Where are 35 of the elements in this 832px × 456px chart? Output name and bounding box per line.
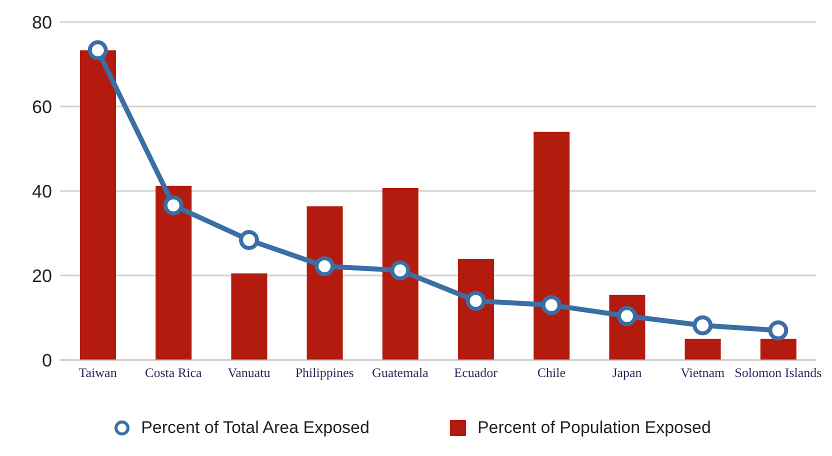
legend-label: Percent of Total Area Exposed	[141, 418, 370, 438]
bar	[156, 186, 192, 360]
bar	[306, 206, 343, 360]
y-tick-label: 80	[32, 12, 52, 32]
bar	[382, 188, 418, 360]
x-tick-label: Guatemala	[372, 365, 429, 380]
y-tick-label: 60	[32, 96, 52, 117]
point	[314, 256, 335, 276]
point	[692, 315, 713, 336]
bar	[760, 338, 796, 360]
bar	[231, 273, 268, 360]
y-tick-label: 0	[42, 350, 52, 370]
y-tick-label: 20	[32, 266, 52, 286]
y-tick-label: 40	[32, 181, 52, 202]
x-tick-label: Costa Rica	[145, 365, 202, 380]
x-tick-label: Ecuador	[454, 365, 498, 380]
x-tick-label: Chile	[537, 365, 566, 380]
bar	[684, 338, 721, 360]
x-tick-label: Vietnam	[680, 365, 725, 380]
x-tick-label: Solomon Islands	[734, 365, 822, 380]
x-tick-label: Japan	[612, 365, 642, 380]
point	[390, 260, 410, 280]
x-tick-label: Vanuatu	[228, 365, 271, 380]
bar	[534, 132, 570, 360]
point	[466, 290, 486, 311]
point	[768, 320, 788, 340]
point	[163, 195, 184, 216]
point	[541, 295, 562, 316]
bar	[80, 50, 116, 360]
x-tick-label: Philippines	[295, 365, 354, 380]
point	[88, 40, 108, 60]
point	[239, 230, 259, 250]
point	[617, 306, 637, 326]
legend-label: Percent of Population Exposed	[477, 418, 711, 438]
x-tick-label: Taiwan	[78, 365, 118, 380]
